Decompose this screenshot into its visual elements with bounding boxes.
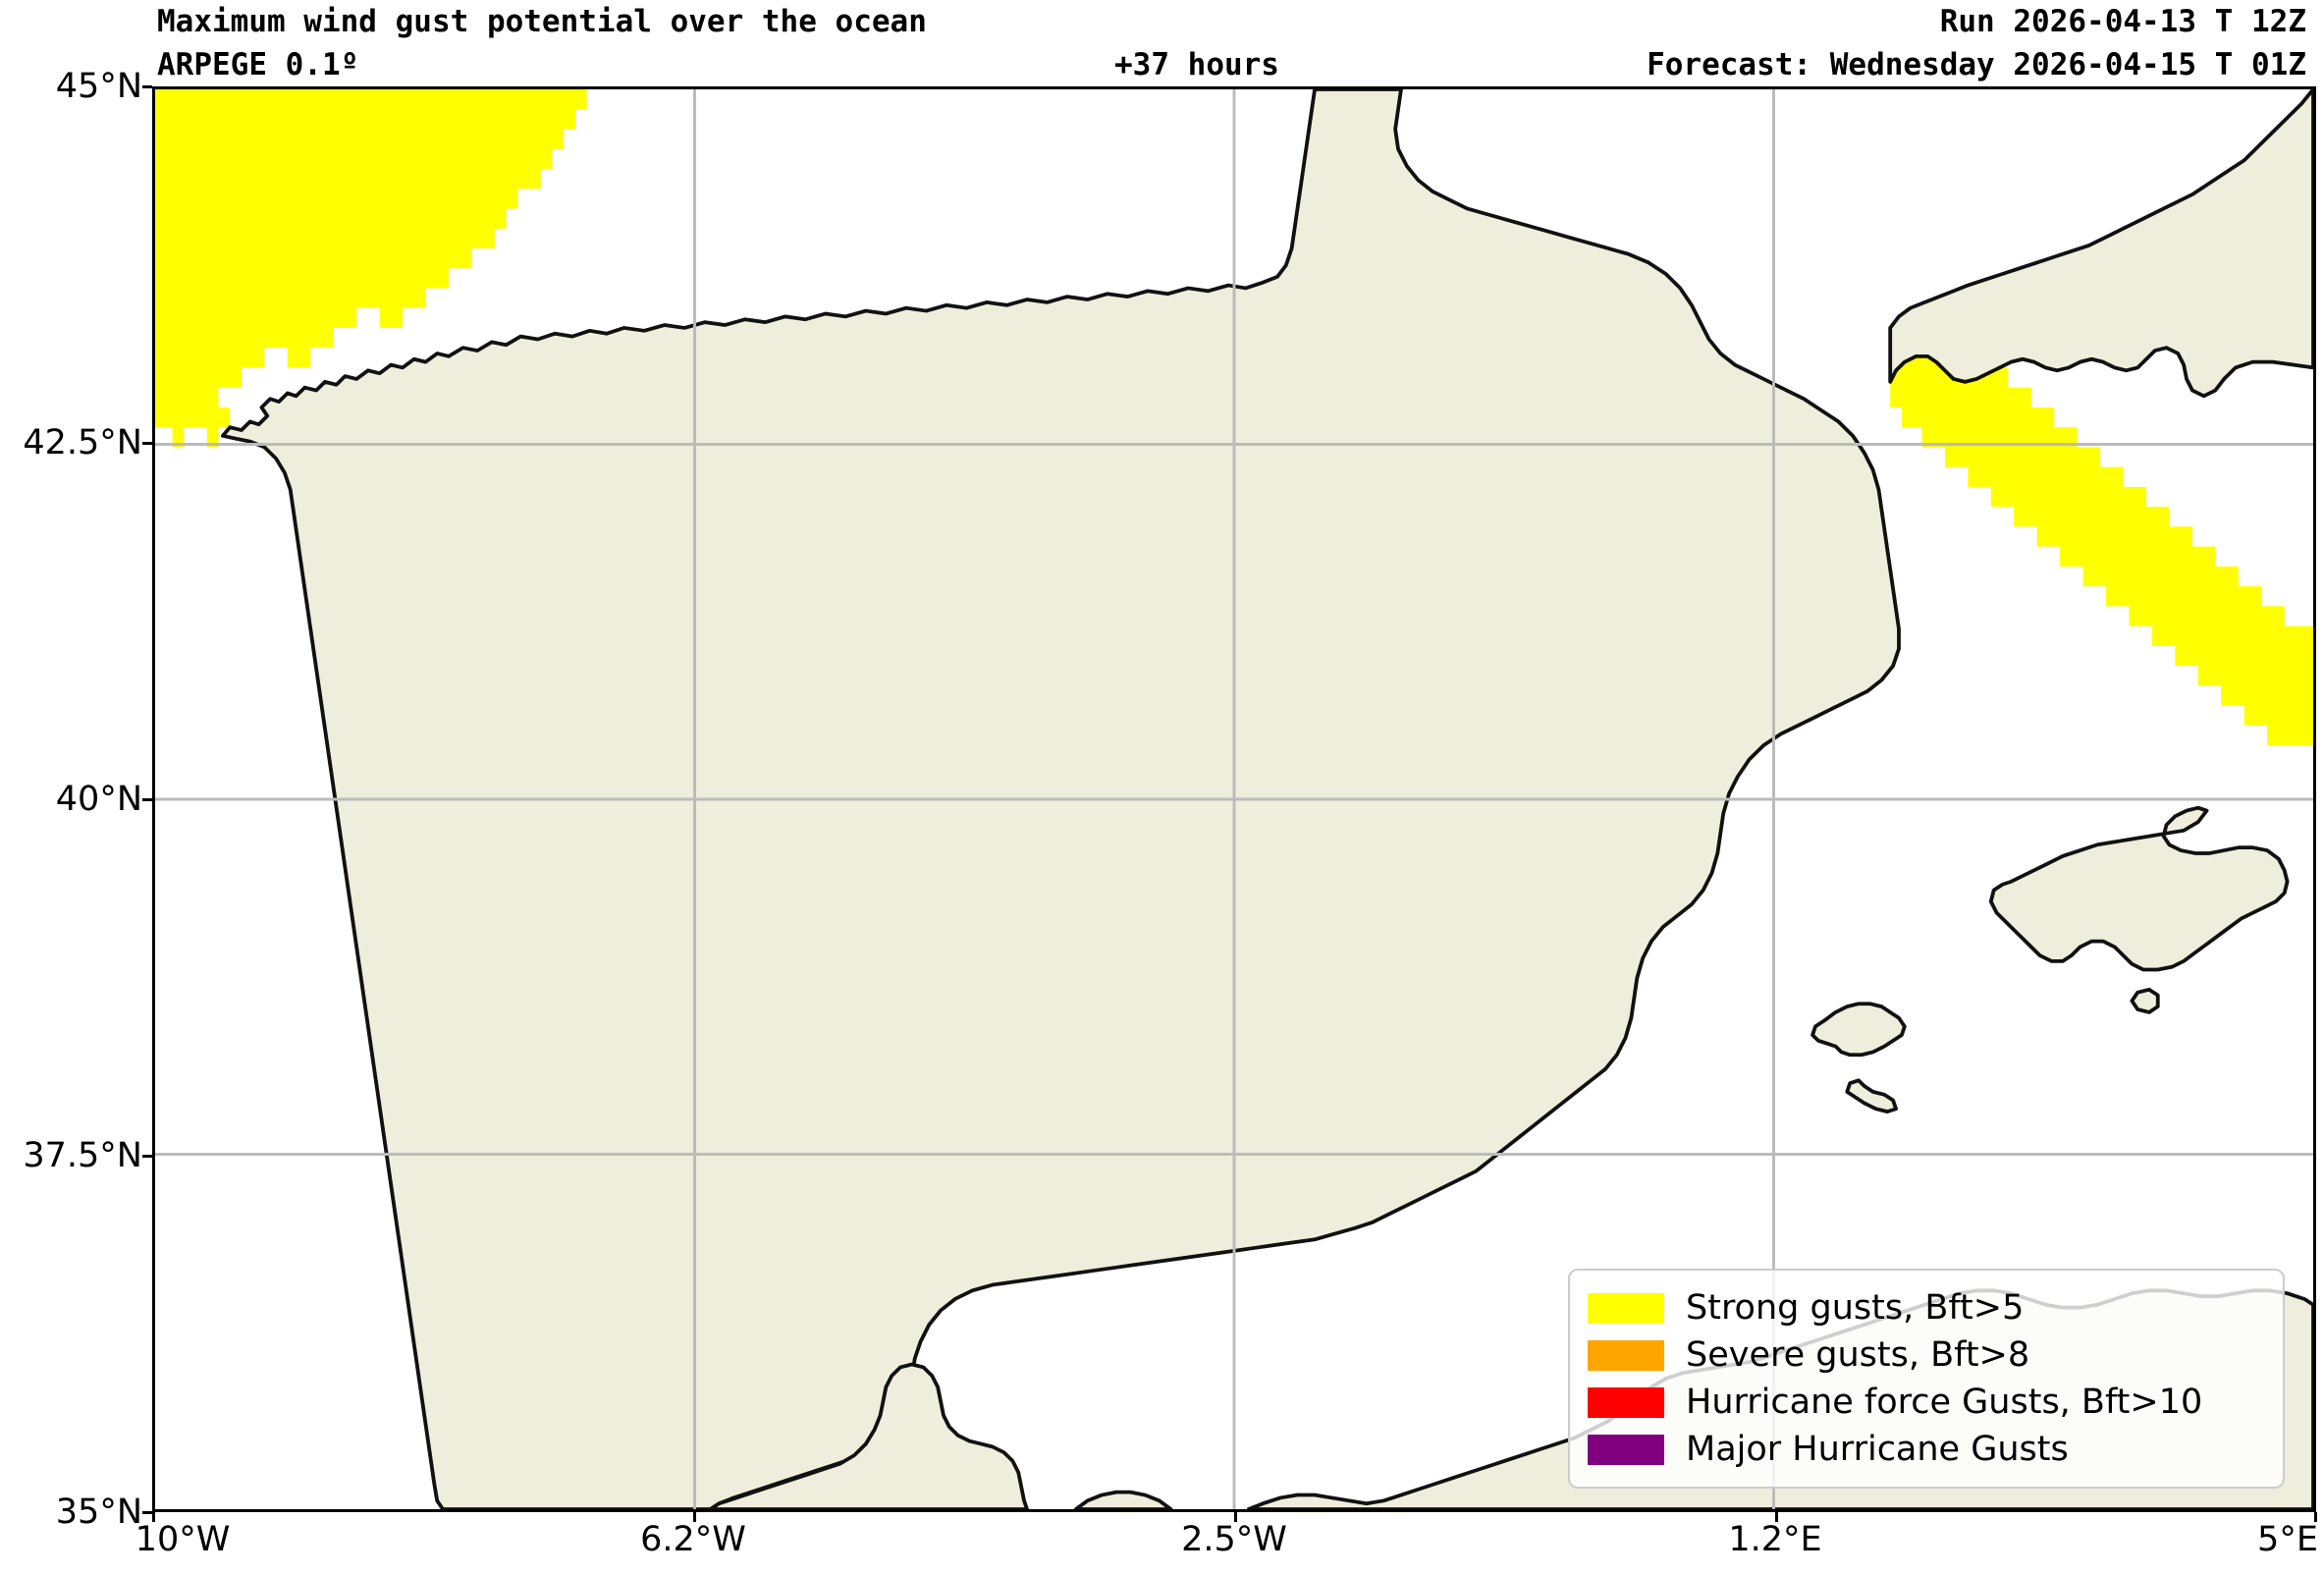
island-formentera <box>1845 1078 1898 1113</box>
y-tick-mark-4 <box>142 1511 152 1514</box>
legend-item-major-hurricane-gusts: Major Hurricane Gusts <box>1588 1426 2267 1473</box>
legend-swatch-severe-gusts <box>1588 1339 1664 1371</box>
y-tick-label-2: 40°N <box>55 780 142 819</box>
gust-area-strong-biscay <box>155 89 587 448</box>
x-tick-label-3: 1.2°E <box>1728 1520 1822 1559</box>
landmass-north-africa-east <box>1073 1490 1173 1509</box>
legend-label-severe-gusts: Severe gusts, Bft>8 <box>1686 1334 2030 1375</box>
x-tick-mark-0 <box>152 1512 155 1522</box>
x-tick-label-1: 6.2°W <box>640 1520 746 1559</box>
legend-item-hurricane-force-gusts: Hurricane force Gusts, Bft>10 <box>1588 1379 2267 1426</box>
island-cabrera <box>2130 987 2160 1014</box>
x-tick-mark-3 <box>1775 1512 1778 1522</box>
island-mallorca <box>1988 805 2290 972</box>
y-tick-mark-3 <box>142 1155 152 1158</box>
run-label: Run 2026-04-13 T 12Z <box>1939 4 2306 39</box>
x-tick-label-4: 5°E <box>2257 1520 2318 1559</box>
y-tick-mark-0 <box>142 85 152 88</box>
legend-swatch-hurricane-force-gusts <box>1588 1386 1664 1418</box>
legend-item-severe-gusts: Severe gusts, Bft>8 <box>1588 1331 2267 1379</box>
x-tick-mark-2 <box>1234 1512 1237 1522</box>
page-title: Maximum wind gust potential over the oce… <box>157 4 927 39</box>
map-legend: Strong gusts, Bft>5 Severe gusts, Bft>8 … <box>1568 1269 2285 1489</box>
y-tick-label-4: 35°N <box>55 1493 142 1532</box>
x-tick-mark-4 <box>2314 1512 2317 1522</box>
forecast-label: Forecast: Wednesday 2026-04-15 T 01Z <box>1647 47 2306 82</box>
model-label: ARPEGE 0.1º <box>157 47 359 82</box>
legend-swatch-major-hurricane-gusts <box>1588 1434 1664 1465</box>
legend-item-strong-gusts: Strong gusts, Bft>5 <box>1588 1284 2267 1331</box>
map-canvas <box>155 89 2313 1509</box>
y-tick-label-1: 42.5°N <box>23 423 142 462</box>
y-tick-label-3: 37.5°N <box>23 1136 142 1175</box>
lead-time-label: +37 hours <box>1114 47 1279 82</box>
x-tick-label-2: 2.5°W <box>1181 1520 1287 1559</box>
y-tick-mark-1 <box>142 442 152 445</box>
legend-label-hurricane-force-gusts: Hurricane force Gusts, Bft>10 <box>1686 1382 2203 1422</box>
landmass-france-mediterranean <box>1888 89 2313 399</box>
x-tick-label-0: 10°W <box>135 1520 231 1559</box>
landmass-north-africa <box>708 1362 1029 1509</box>
legend-label-major-hurricane-gusts: Major Hurricane Gusts <box>1686 1429 2069 1469</box>
y-tick-mark-2 <box>142 798 152 801</box>
x-tick-mark-1 <box>693 1512 696 1522</box>
gust-area-strong-gulf-of-lion <box>1890 327 2313 746</box>
legend-label-strong-gusts: Strong gusts, Bft>5 <box>1686 1287 2025 1328</box>
map-plot-area <box>152 86 2316 1512</box>
y-tick-label-0: 45°N <box>55 67 142 106</box>
island-ibiza <box>1811 1002 1907 1058</box>
legend-swatch-strong-gusts <box>1588 1292 1664 1324</box>
